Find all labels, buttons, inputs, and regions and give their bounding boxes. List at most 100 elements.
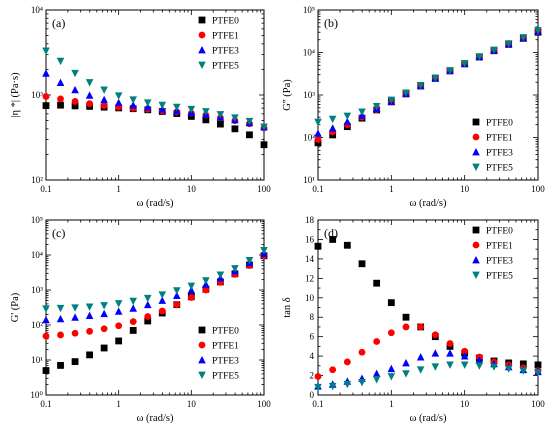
data-point	[460, 361, 469, 369]
data-point	[475, 53, 484, 61]
data-point	[373, 279, 381, 287]
data-point	[42, 367, 50, 374]
data-point	[416, 366, 425, 374]
data-point	[416, 82, 425, 90]
data-point	[534, 27, 542, 35]
legend-entry-PTFE1: PTFE1	[486, 242, 513, 252]
panel-c-frame	[45, 219, 265, 396]
data-point	[42, 102, 50, 110]
data-point	[100, 344, 108, 352]
data-point	[158, 291, 167, 299]
data-point	[431, 331, 439, 339]
legend-entry-PTFE1: PTFE1	[212, 32, 239, 42]
data-point	[416, 353, 425, 361]
y-tick-label: 10	[305, 293, 315, 303]
data-point	[202, 277, 210, 285]
data-point	[402, 370, 410, 378]
data-point	[217, 120, 224, 128]
data-point	[402, 313, 410, 321]
data-point	[57, 331, 64, 339]
data-point	[358, 348, 366, 356]
data-point	[42, 69, 50, 77]
data-point	[42, 315, 50, 324]
data-point	[402, 323, 410, 331]
panel-c: 0.1 1 10 100 10⁰ 10¹ 10² 10³ 10⁴ 10⁵ ω (rad/s) G' (…	[10, 215, 271, 424]
data-point	[158, 307, 166, 315]
data-point	[42, 47, 50, 55]
data-point	[431, 349, 440, 357]
data-point	[372, 369, 381, 378]
data-point	[85, 303, 94, 311]
data-point	[490, 46, 498, 55]
series-PTFE1	[314, 323, 542, 380]
data-point	[114, 98, 123, 107]
y-tick-label: 10²	[31, 175, 43, 185]
y-tick-label: 10⁵	[31, 215, 43, 225]
data-point	[387, 299, 395, 307]
y-tick-label: 18	[305, 215, 315, 225]
x-tick-label: 100	[531, 184, 545, 194]
data-point	[202, 108, 210, 116]
data-point	[42, 93, 50, 100]
data-point	[504, 365, 513, 373]
data-point	[158, 296, 167, 304]
data-point	[71, 329, 79, 337]
data-point	[187, 282, 196, 291]
x-tick-label: 0.1	[312, 184, 323, 194]
y-tick-label: 10⁴	[31, 5, 43, 15]
data-point	[71, 358, 79, 366]
data-point	[329, 236, 337, 243]
panel-a-label: (a)	[52, 16, 65, 30]
data-point	[387, 329, 395, 337]
panel-b-legend: PTFE0 PTFE1 PTFE3 PTFE5	[472, 119, 513, 174]
legend-entry-PTFE3: PTFE3	[486, 149, 513, 159]
data-point	[85, 91, 94, 99]
data-point	[328, 382, 337, 391]
data-point	[86, 100, 93, 108]
data-point	[100, 102, 108, 110]
data-point	[115, 322, 123, 330]
y-tick-label: 10¹	[303, 175, 315, 185]
data-point	[314, 383, 322, 392]
data-point	[475, 362, 484, 370]
y-tick-label: 10²	[303, 133, 315, 143]
panel-b-y-axis-title: G'' (Pa)	[282, 79, 293, 111]
data-point	[56, 78, 65, 86]
data-point	[173, 291, 181, 300]
y-tick-label: 2	[310, 371, 315, 381]
data-point	[57, 95, 64, 103]
legend-entry-PTFE0: PTFE0	[212, 17, 239, 27]
data-point	[202, 116, 210, 124]
x-tick-label: 100	[531, 399, 545, 409]
data-point	[100, 325, 108, 333]
legend-marker	[198, 46, 206, 54]
data-point	[129, 101, 138, 109]
x-tick-label: 1	[116, 184, 121, 194]
data-point	[129, 304, 138, 312]
legend-entry-PTFE0: PTFE0	[486, 119, 513, 129]
legend-marker	[472, 271, 480, 279]
data-point	[387, 96, 396, 105]
y-tick-label: 16	[305, 234, 315, 244]
legend-entry-PTFE1: PTFE1	[212, 342, 239, 352]
data-point	[173, 287, 181, 295]
data-point	[100, 309, 108, 318]
data-point	[402, 358, 410, 367]
x-tick-label: 100	[257, 184, 271, 194]
x-tick-label: 10	[187, 184, 197, 194]
data-point	[56, 314, 65, 323]
panel-d-y-axis-title: tan δ	[282, 297, 293, 317]
legend-marker	[198, 61, 206, 69]
legend-entry-PTFE5: PTFE5	[486, 164, 513, 174]
data-point	[216, 111, 225, 119]
panel-d-x-axis-title: ω (rad/s)	[410, 413, 447, 424]
legend-marker	[198, 371, 206, 379]
y-tick-label: 10³	[31, 285, 43, 295]
data-point	[231, 125, 239, 133]
series-PTFE5	[314, 27, 542, 127]
series-PTFE0	[42, 101, 268, 149]
data-point	[100, 302, 108, 310]
data-point	[245, 257, 254, 265]
data-point	[57, 362, 64, 369]
panel-a: 0.1 1 10 100 10² 10³ 10⁴ ω (rad/s) |η *| (Pa·s) (…	[10, 5, 271, 209]
